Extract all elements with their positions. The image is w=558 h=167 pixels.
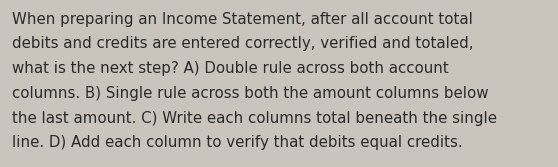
Text: line. D) Add each column to verify that debits equal credits.: line. D) Add each column to verify that … <box>12 135 463 150</box>
Text: columns. B) Single rule across both the amount columns below: columns. B) Single rule across both the … <box>12 86 489 101</box>
Text: When preparing an Income Statement, after all account total: When preparing an Income Statement, afte… <box>12 12 473 27</box>
Text: debits and credits are entered correctly, verified and totaled,: debits and credits are entered correctly… <box>12 36 474 51</box>
Text: the last amount. C) Write each columns total beneath the single: the last amount. C) Write each columns t… <box>12 111 497 126</box>
Text: what is the next step? A) Double rule across both account: what is the next step? A) Double rule ac… <box>12 61 449 76</box>
